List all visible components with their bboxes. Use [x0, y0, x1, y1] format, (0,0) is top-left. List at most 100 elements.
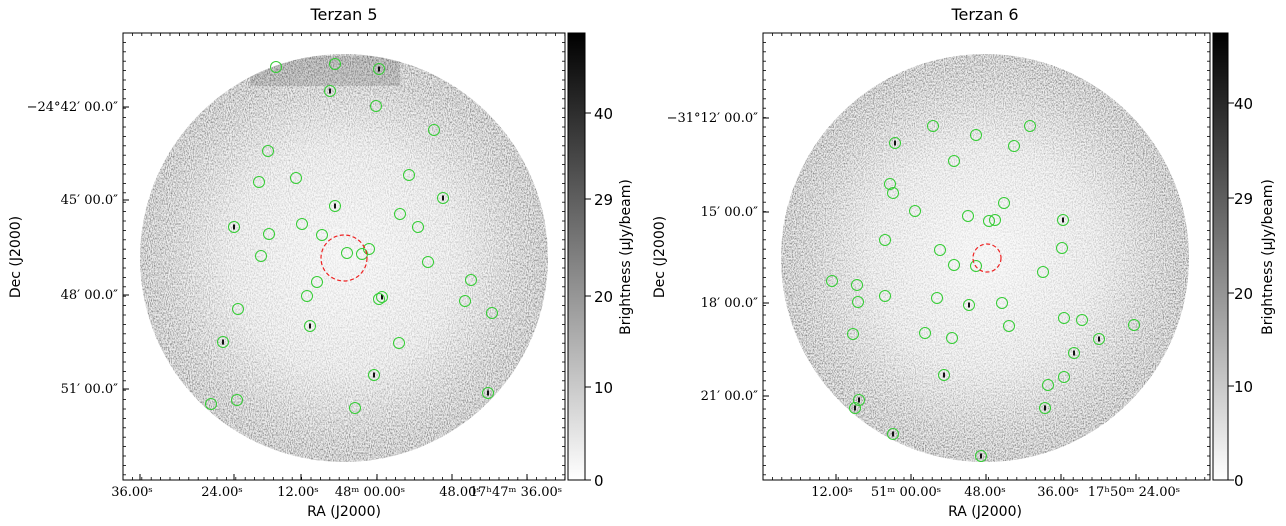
source-marker: [851, 279, 863, 291]
source-blob: [442, 195, 444, 201]
source-marker: [296, 218, 308, 230]
source-marker: [879, 234, 891, 246]
source-marker: [887, 187, 899, 199]
source-marker: [486, 307, 498, 319]
colorbar: 40 29 20 10 0 Brightness (μJy/beam): [1212, 32, 1276, 490]
source-marker: [1037, 266, 1049, 278]
x-tick-label: 48ᵐ 00.00ˢ: [335, 485, 405, 500]
x-tick-label: 36.00ˢ: [1037, 485, 1079, 500]
colorbar-label: Brightness (μJy/beam): [618, 179, 634, 335]
source-marker: [1056, 242, 1068, 254]
x-axis-label: RA (J2000): [948, 504, 1022, 520]
x-tick-marks: [835, 474, 1137, 480]
source-marker: [349, 402, 361, 414]
panel-terzan-5: Terzan 5 −24°42′ 00.0″ 45′ 00.0″ 48′ 00.…: [8, 5, 634, 520]
colorbar-tick: 29: [594, 191, 613, 209]
plot-frame: [122, 32, 566, 481]
y-tick-label: 51′ 00.0″: [61, 382, 119, 397]
source-marker: [826, 275, 838, 287]
source-marker: [983, 215, 995, 227]
colorbar-tick: 29: [1234, 190, 1253, 208]
source-marker: [376, 291, 388, 303]
source-marker: [393, 337, 405, 349]
source-marker: [970, 260, 982, 272]
source-marker: [938, 369, 950, 381]
source-blob: [1062, 217, 1064, 223]
source-markers: [826, 120, 1140, 462]
source-blob: [894, 140, 896, 146]
source-marker: [304, 320, 316, 332]
colorbar-tick: 20: [1234, 285, 1253, 303]
source-marker: [217, 336, 229, 348]
source-blob: [980, 453, 982, 459]
source-marker: [1093, 333, 1105, 345]
y-tick-label: −24°42′ 00.0″: [27, 100, 119, 115]
source-marker: [412, 221, 424, 233]
panel-terzan-6: Terzan 6 −31°12′ 00.0″ 15′ 00.0″ 18′ 00.…: [652, 5, 1276, 520]
source-marker: [962, 210, 974, 222]
source-marker: [975, 450, 987, 462]
x-tick-label: 48.00ˢ: [439, 485, 481, 500]
source-marker: [231, 394, 243, 406]
target-marker: [972, 243, 1002, 273]
minor-ticks: [123, 33, 566, 480]
source-marker: [255, 250, 267, 262]
x-tick-label: 48.00ˢ: [964, 485, 1006, 500]
source-blob: [968, 302, 970, 308]
source-blob: [222, 339, 224, 345]
target-marker: [320, 234, 368, 282]
x-axis-label: RA (J2000): [307, 504, 381, 520]
source-marker: [311, 276, 323, 288]
colorbar-tick: 10: [594, 379, 613, 397]
sky-image: [781, 54, 1189, 462]
source-marker: [849, 402, 861, 414]
source-marker: [919, 327, 931, 339]
source-marker: [934, 244, 946, 256]
source-marker: [329, 200, 341, 212]
panel-title: Terzan 6: [950, 5, 1018, 24]
y-tick-marks: [123, 106, 129, 390]
source-blob: [892, 431, 894, 437]
source-marker: [1042, 379, 1054, 391]
x-tick-label: 36.00ˢ: [111, 485, 153, 500]
y-axis-label: Dec (J2000): [652, 216, 668, 298]
colorbar-tick: 20: [594, 288, 613, 306]
minor-ticks: [763, 33, 1210, 480]
source-marker: [1024, 120, 1036, 132]
colorbar-tick: 40: [594, 105, 613, 123]
y-tick-label: −31°12′ 00.0″: [667, 111, 759, 126]
x-tick-label: 17ʰ50ᵐ 24.00ˢ: [1088, 485, 1180, 500]
source-marker: [482, 387, 494, 399]
source-marker: [1057, 214, 1069, 226]
source-marker: [884, 178, 896, 190]
source-marker: [970, 129, 982, 141]
source-marker: [948, 155, 960, 167]
colorbar-tick: 0: [1234, 472, 1244, 490]
source-marker: [946, 332, 958, 344]
x-tick-label: 17ʰ47ᵐ 36.00ˢ: [470, 485, 562, 500]
source-marker: [373, 293, 385, 305]
source-blob: [858, 397, 860, 403]
source-marker: [270, 61, 282, 73]
source-blob: [373, 372, 375, 378]
source-marker: [232, 303, 244, 315]
source-marker: [329, 58, 341, 70]
source-blob: [381, 294, 383, 300]
source-marker: [356, 248, 368, 260]
panel-title: Terzan 5: [309, 5, 377, 24]
source-marker: [1076, 314, 1088, 326]
source-marker: [1058, 371, 1070, 383]
source-marker: [228, 221, 240, 233]
source-marker: [316, 229, 328, 241]
source-blob: [233, 224, 235, 230]
source-blob: [309, 323, 311, 329]
y-tick-marks: [763, 117, 769, 397]
y-axis-label: Dec (J2000): [8, 216, 24, 298]
source-marker: [253, 176, 265, 188]
x-tick-label: 24.00ˢ: [201, 485, 243, 500]
source-marker: [1058, 312, 1070, 324]
source-marker: [887, 428, 899, 440]
source-marker: [1039, 402, 1051, 414]
source-marker: [1068, 347, 1080, 359]
colorbar-tick: 0: [594, 472, 604, 490]
